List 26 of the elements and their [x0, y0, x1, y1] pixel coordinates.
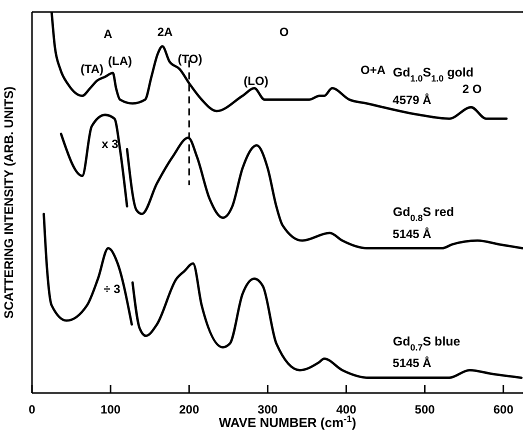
y-axis-title: SCATTERING INTENSITY (ARB. UNITS): [2, 86, 16, 319]
series-label: Gd$_{0.8}$S red: [392, 204, 454, 223]
series-label: Gd$_{1.0}$S$_{1.0}$ gold: [392, 66, 474, 84]
annotation: O: [279, 25, 289, 40]
annotation: (TO): [178, 52, 202, 66]
annotation: A: [104, 27, 113, 42]
annotation: O+A: [360, 63, 386, 78]
annotation: (LO): [244, 74, 268, 88]
x-tick-label: 300: [258, 402, 278, 417]
x-tick-label: 200: [179, 402, 200, 417]
annotation: 2 O: [462, 82, 482, 96]
x-tick-label: 400: [336, 402, 357, 417]
annotation: x 3: [102, 137, 119, 152]
annotation: ÷ 3: [104, 282, 121, 296]
annotation: 2A: [157, 25, 173, 40]
x-axis-title: WAVE NUMBER (cm$^{-1}$): [218, 414, 356, 430]
annotation: 5145 Å: [392, 356, 432, 370]
annotation: (TA): [80, 62, 104, 76]
x-tick-label: 0: [28, 402, 36, 417]
annotation: (LA): [108, 54, 132, 68]
x-tick-label: 100: [100, 402, 121, 417]
x-tick-label: 500: [414, 402, 436, 417]
annotation: 4579 Å: [392, 93, 432, 108]
annotation: 5145 Å: [392, 227, 432, 242]
x-tick-label: 600: [493, 402, 514, 417]
series-label: Gd$_{0.7}$S blue: [392, 334, 460, 352]
